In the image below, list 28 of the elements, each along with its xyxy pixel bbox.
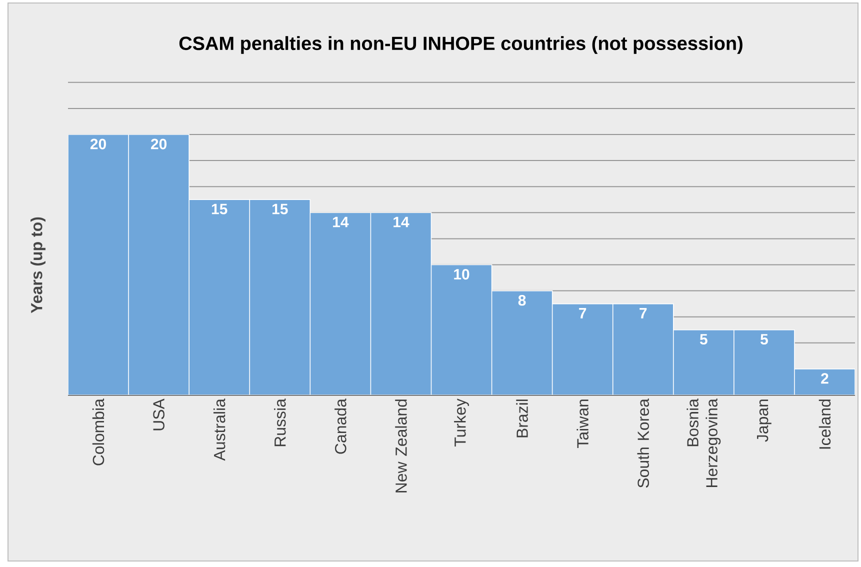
data-label: 20 [150, 138, 167, 150]
data-label: 7 [579, 308, 586, 318]
x-tick-label: Colombia [92, 398, 104, 466]
x-tick-label: Taiwan [576, 400, 588, 448]
x-tick-label: Japan [757, 400, 772, 442]
data-label: 8 [518, 295, 526, 306]
data-label: 14 [394, 216, 410, 228]
x-tick-label: South Korea [637, 398, 649, 488]
data-label: 2 [821, 373, 828, 384]
x-tick-label: Russia [274, 398, 286, 446]
data-label: 15 [212, 204, 228, 214]
chart-title: CSAM penalties in non-EU INHOPE countries (not possession) [179, 36, 742, 54]
x-tick-label: Brazil [516, 400, 528, 438]
x-tick-label: Canada [334, 398, 346, 454]
x-tick-label: USA [153, 398, 164, 430]
y-axis-title: Years (up to) [30, 217, 46, 314]
data-label: 20 [90, 138, 106, 150]
x-tick-label: Turkey [454, 398, 469, 446]
x-tick-label: Bosnia Herzegovina [686, 398, 721, 488]
data-label: 5 [760, 334, 768, 345]
data-label: 5 [700, 334, 708, 345]
x-tick-label: Australia [213, 398, 226, 461]
data-label: 7 [640, 308, 647, 318]
data-label: 15 [272, 204, 288, 214]
x-tick-label: New Zealand [395, 400, 407, 492]
data-label: 10 [454, 268, 470, 280]
data-label: 14 [333, 216, 349, 228]
x-tick-label: Iceland [818, 400, 831, 449]
